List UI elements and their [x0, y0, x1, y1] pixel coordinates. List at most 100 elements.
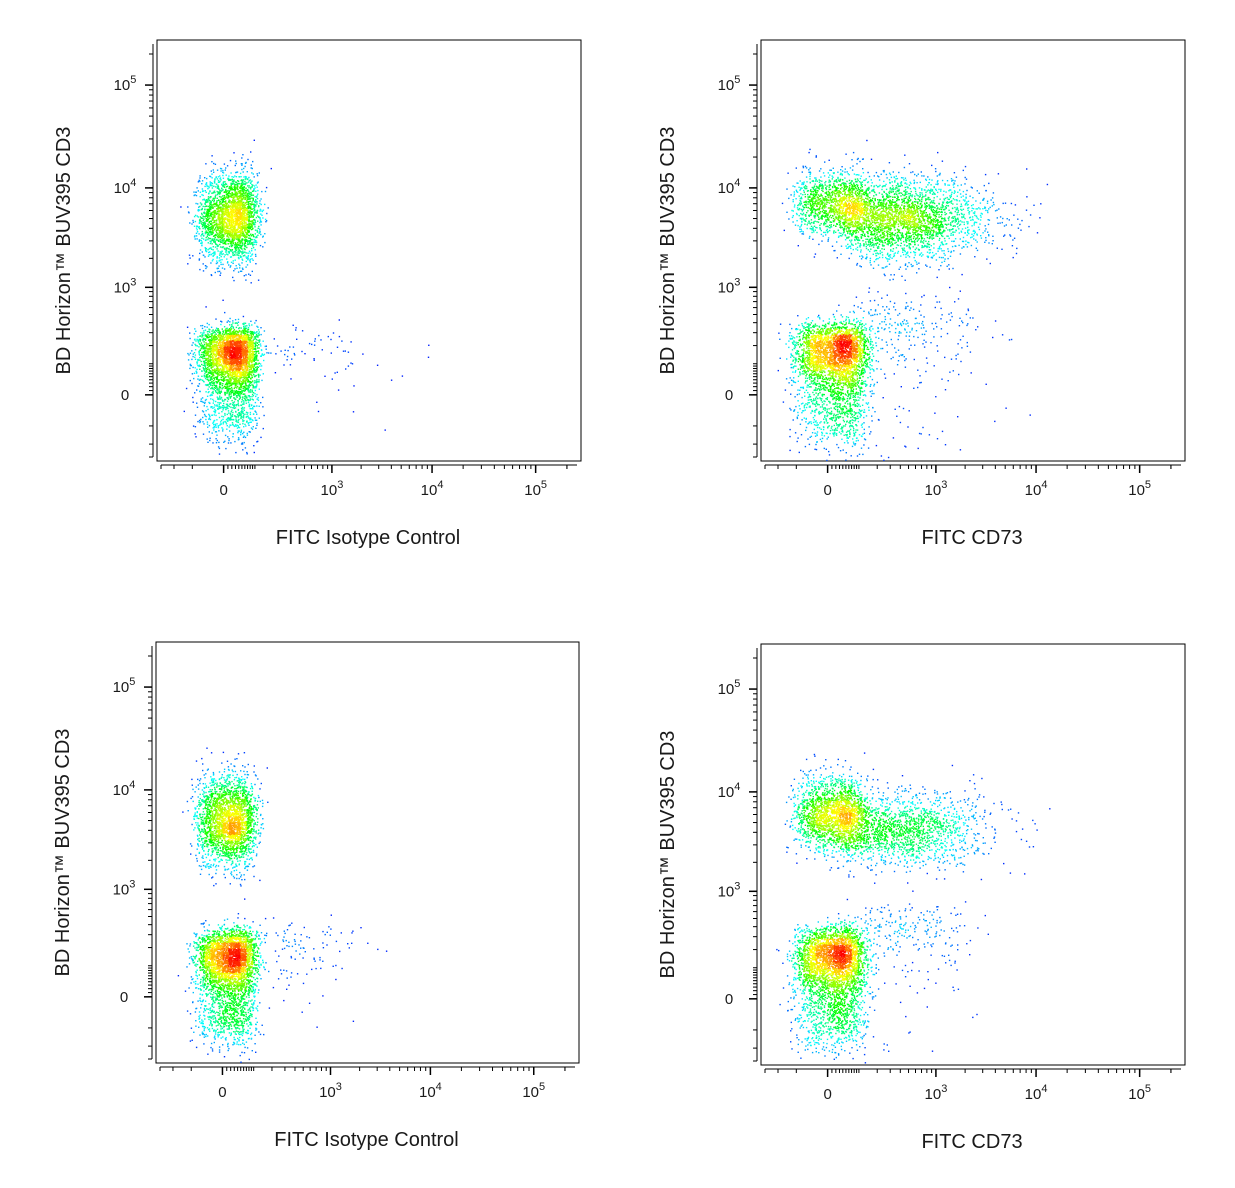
event-dot: [228, 236, 230, 238]
event-dot: [188, 354, 190, 356]
event-dot: [237, 252, 239, 254]
event-dot: [199, 249, 202, 251]
event-dot: [192, 425, 195, 427]
event-dot: [235, 326, 238, 329]
event-dot: [220, 241, 222, 244]
event-dot: [234, 209, 236, 211]
event-dot: [250, 214, 252, 216]
event-dot: [221, 226, 224, 228]
event-dot: [225, 251, 227, 253]
event-dot: [217, 346, 219, 348]
event-dot: [212, 329, 214, 331]
event-dot: [232, 227, 234, 229]
event-dot: [192, 366, 194, 369]
event-dot: [241, 205, 244, 208]
event-dot: [223, 242, 225, 245]
event-dot: [252, 363, 254, 366]
event-dot: [254, 253, 257, 256]
event-dot: [218, 371, 220, 374]
event-dot: [239, 218, 241, 220]
event-dot: [255, 395, 257, 398]
event-dot: [198, 259, 200, 261]
event-dot: [251, 190, 254, 192]
event-dot: [214, 334, 216, 336]
event-dot: [246, 192, 248, 195]
event-dot: [228, 220, 230, 223]
event-dot: [240, 231, 243, 234]
event-dot: [256, 345, 258, 347]
event-dot: [213, 185, 215, 187]
event-dot: [223, 212, 225, 214]
event-dot: [220, 208, 223, 210]
event-dot: [234, 184, 236, 186]
event-dot: [233, 237, 235, 239]
event-dot: [213, 339, 215, 342]
event-dot: [222, 253, 224, 255]
event-dot: [214, 253, 216, 255]
event-dot: [236, 381, 238, 384]
event-dot: [237, 239, 239, 241]
event-dot: [231, 251, 234, 254]
event-dot: [212, 390, 214, 393]
event-dot: [232, 231, 234, 234]
event-dot: [259, 220, 262, 222]
event-dot: [231, 222, 233, 224]
event-dot: [249, 226, 252, 228]
event-dot: [212, 218, 214, 220]
event-dot: [219, 229, 222, 232]
event-dot: [225, 230, 227, 232]
event-dot: [220, 225, 222, 227]
event-dot: [238, 331, 240, 333]
event-dot: [244, 423, 246, 426]
event-dot: [238, 249, 241, 251]
event-dot: [239, 225, 241, 227]
event-dot: [247, 369, 249, 371]
event-dot: [215, 176, 217, 179]
event-dot: [259, 340, 261, 342]
event-dot: [231, 236, 233, 238]
event-dot: [232, 242, 235, 244]
event-dot: [256, 424, 258, 426]
event-dot: [199, 177, 201, 179]
event-dot: [241, 350, 243, 353]
event-dot: [213, 198, 215, 200]
event-dot: [228, 380, 231, 382]
event-dot: [196, 338, 198, 341]
event-dot: [251, 258, 253, 260]
event-dot: [255, 335, 257, 338]
event-dot: [246, 200, 248, 203]
event-dot: [242, 218, 244, 220]
event-dot: [260, 233, 262, 236]
event-dot: [221, 183, 223, 186]
event-dot: [240, 388, 242, 390]
event-dot: [246, 349, 249, 351]
event-dot: [209, 382, 212, 385]
event-dot: [242, 191, 245, 193]
event-dot: [236, 193, 238, 195]
event-dot: [262, 396, 264, 399]
event-dot: [220, 252, 222, 254]
event-dot: [238, 240, 240, 243]
event-dot: [225, 194, 228, 196]
event-dot: [242, 194, 244, 197]
event-dot: [245, 201, 248, 204]
event-dot: [245, 260, 247, 263]
event-dot: [213, 171, 215, 173]
event-dot: [200, 418, 202, 421]
event-dot: [254, 233, 256, 235]
event-dot: [247, 255, 249, 258]
event-dot: [226, 247, 228, 249]
event-dot: [222, 228, 225, 231]
event-dot: [246, 209, 249, 211]
event-dot: [262, 235, 264, 237]
event-dot: [229, 418, 232, 420]
event-dot: [216, 257, 218, 259]
event-dot: [215, 355, 217, 358]
event-dot: [226, 217, 228, 219]
event-dot: [243, 370, 245, 372]
event-dot: [212, 192, 214, 194]
event-dot: [217, 223, 219, 225]
event-dot: [256, 215, 259, 217]
event-dot: [193, 225, 196, 227]
event-dot: [230, 393, 232, 395]
